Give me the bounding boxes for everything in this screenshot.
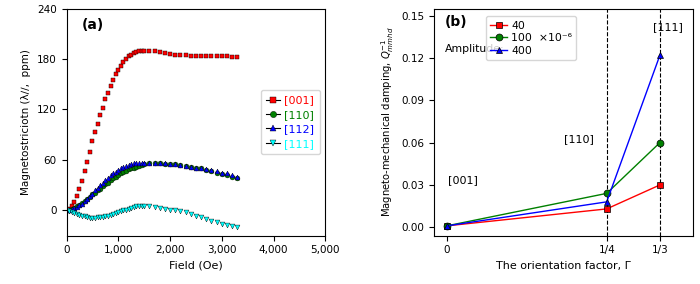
- X-axis label: Field (Oe): Field (Oe): [169, 261, 223, 271]
- Text: (a): (a): [82, 18, 104, 32]
- Y-axis label: Magnetostriciotn (λ∕∕,  ppm): Magnetostriciotn (λ∕∕, ppm): [22, 49, 32, 195]
- X-axis label: The orientation factor, Γ: The orientation factor, Γ: [496, 261, 631, 271]
- Y-axis label: Magneto-mechanical damping, $Q^{-1}_{mmhd}$: Magneto-mechanical damping, $Q^{-1}_{mmh…: [379, 27, 396, 217]
- Text: [110]: [110]: [564, 134, 594, 144]
- Text: [001]: [001]: [449, 175, 478, 185]
- Legend: [001], [110], [112], [111]: [001], [110], [112], [111]: [261, 90, 320, 154]
- Legend: 40, 100  ×10⁻⁶, 400: 40, 100 ×10⁻⁶, 400: [486, 16, 576, 60]
- Text: Amplitude:: Amplitude:: [444, 44, 504, 54]
- Text: [111]: [111]: [653, 22, 682, 32]
- Text: (b): (b): [444, 15, 467, 29]
